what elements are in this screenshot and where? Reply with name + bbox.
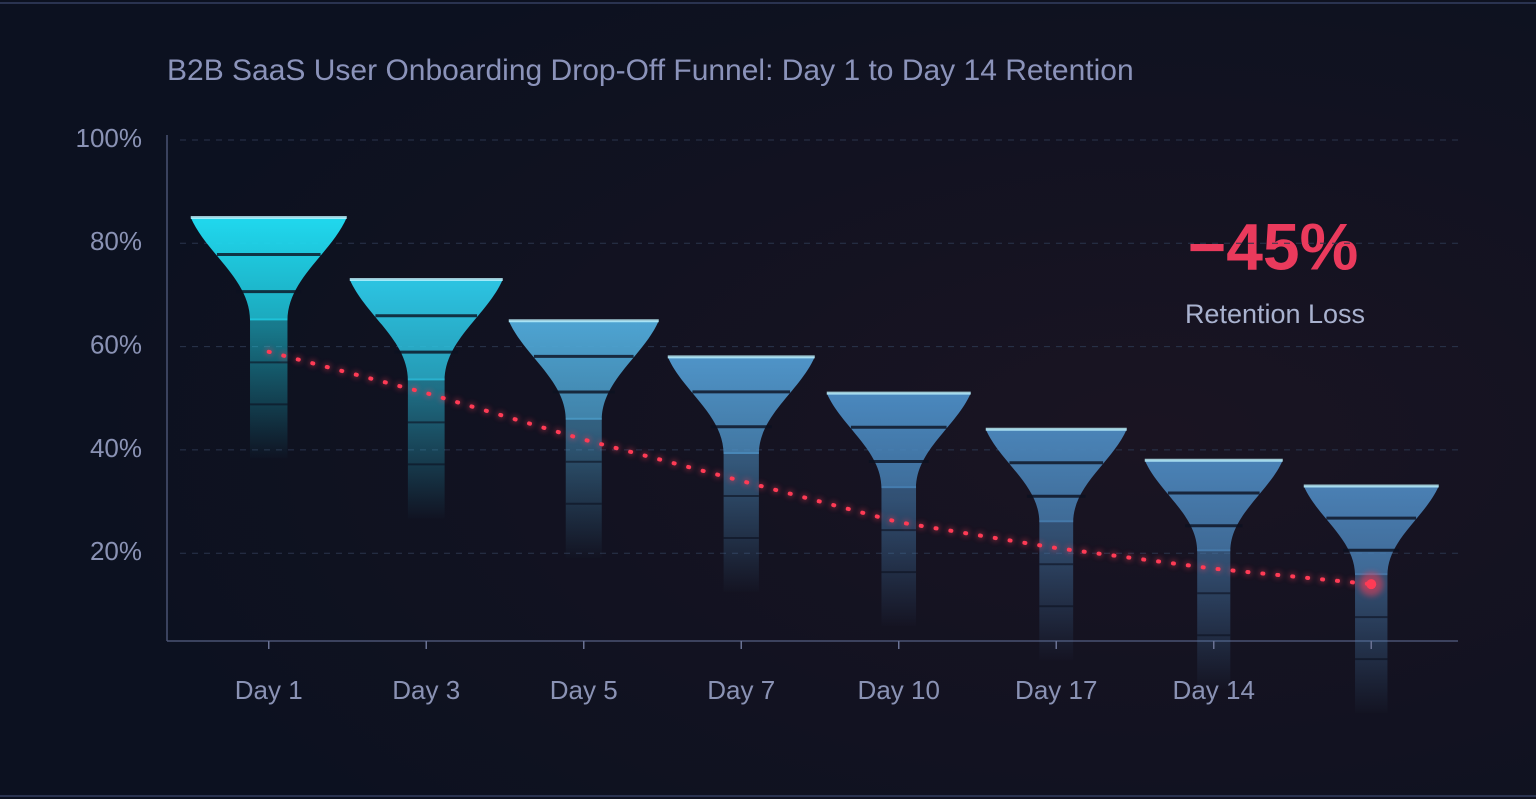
- x-tick-label: Day 17: [1015, 675, 1097, 705]
- trend-end: [1366, 579, 1377, 590]
- x-tick-label: Day 14: [1173, 675, 1255, 705]
- funnel-stem: [407, 378, 445, 519]
- annotation-value: −45%: [1188, 209, 1359, 283]
- funnel: [190, 217, 347, 321]
- funnel: [1144, 460, 1283, 552]
- y-tick-label: 100%: [76, 123, 143, 153]
- y-tick-label: 80%: [90, 226, 142, 256]
- annotation-label: Retention Loss: [1185, 299, 1365, 329]
- funnel: [826, 393, 971, 489]
- funnel-stem: [723, 451, 759, 592]
- funnel: [1303, 486, 1439, 576]
- funnel-stem: [1039, 520, 1074, 661]
- x-tick-label: Day 7: [707, 675, 775, 705]
- funnel: [508, 320, 659, 420]
- x-tick-label: Day 5: [550, 675, 618, 705]
- x-tick-label: Day 10: [858, 675, 940, 705]
- y-tick-label: 60%: [90, 329, 142, 359]
- y-tick-label: 20%: [90, 536, 142, 566]
- chart-title: B2B SaaS User Onboarding Drop-Off Funnel…: [167, 54, 1134, 87]
- y-tick-label: 40%: [90, 433, 142, 463]
- funnel-stem: [881, 486, 917, 627]
- funnel: [985, 429, 1127, 523]
- funnel: [349, 279, 503, 381]
- trend-line: [266, 349, 1374, 587]
- x-tick-label: Day 3: [392, 675, 460, 705]
- funnel-stem: [250, 318, 288, 459]
- funnel: [667, 356, 815, 454]
- funnel-stem: [1197, 549, 1231, 690]
- x-tick-label: Day 1: [235, 675, 303, 705]
